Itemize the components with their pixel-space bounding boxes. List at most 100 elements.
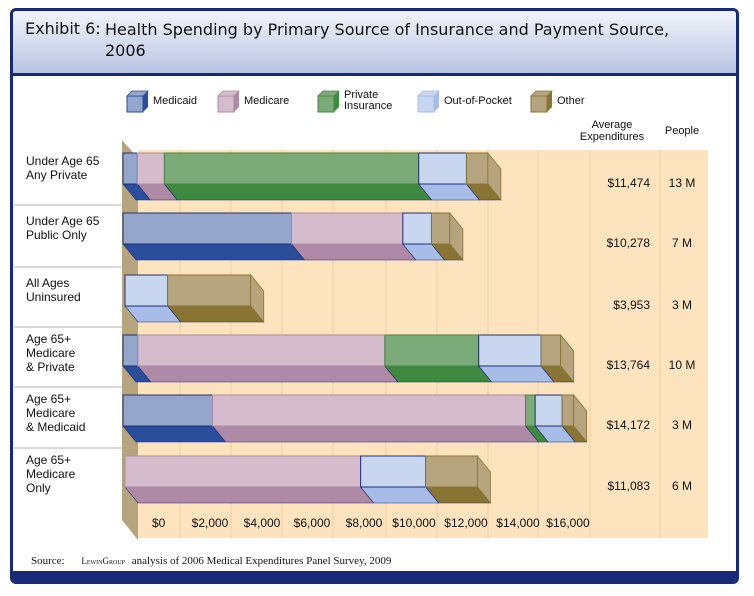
- bar-segment-bottom: [360, 486, 440, 504]
- bar-segment-medicaid: [122, 394, 214, 427]
- bar-segment-bottom: [137, 365, 399, 383]
- legend-swatch-side: [547, 91, 552, 112]
- legend-label: Insurance: [344, 100, 392, 112]
- category-label: All Ages: [26, 276, 69, 290]
- bar-segment-medicaid: [122, 212, 293, 245]
- bar-end-cap: [573, 393, 588, 444]
- bar-segment-medicaid: [122, 334, 139, 367]
- people-value: 3 M: [672, 418, 692, 432]
- x-tick-label: $12,000: [444, 516, 488, 530]
- x-tick-label: $16,000: [546, 516, 590, 530]
- legend-swatch: [417, 95, 435, 113]
- bar-segment-bottom: [211, 425, 540, 443]
- bar-segment-bottom: [163, 183, 433, 201]
- legend-swatch: [126, 95, 144, 113]
- legend-swatch: [530, 95, 548, 113]
- x-tick-label: $10,000: [392, 516, 436, 530]
- x-tick-label: $6,000: [294, 516, 331, 530]
- x-tick-label: $0: [152, 516, 166, 530]
- legend-swatch: [217, 95, 235, 113]
- people-value: 3 M: [672, 298, 692, 312]
- category-label: Medicare: [26, 467, 76, 481]
- people-value: 7 M: [672, 236, 692, 250]
- bar-segment-out-of-pocket: [478, 334, 542, 367]
- source-note: Source: LewinGroup analysis of 2006 Medi…: [31, 555, 391, 567]
- legend-label: Medicare: [244, 95, 289, 107]
- legend-swatch-side: [334, 91, 339, 112]
- x-tick-label: $8,000: [346, 516, 383, 530]
- chart-svg: $0 $2,000 $4,000 $6,000 $8,000 $10,000 $12,000…: [14, 89, 708, 540]
- legend-swatch-side: [434, 91, 439, 112]
- source-text: analysis of 2006 Medical Expenditures Pa…: [131, 555, 392, 567]
- bar-end-cap: [449, 211, 464, 262]
- bar-end-cap: [560, 333, 575, 384]
- x-tick-label: $14,000: [496, 516, 540, 530]
- exhibit-label: Exhibit 6:: [25, 19, 101, 38]
- bar-segment-private-insurance: [384, 334, 480, 367]
- avg-expenditure-value: $11,474: [608, 176, 651, 190]
- chart-title: Health Spending by Primary Source of Ins…: [105, 20, 670, 60]
- bar-segment-medicare: [137, 334, 386, 367]
- bar-segment-out-of-pocket: [360, 455, 427, 488]
- bar-segment-other: [540, 334, 562, 367]
- x-tick-label: $2,000: [192, 516, 229, 530]
- bar-segment-bottom: [384, 365, 493, 383]
- avg-expenditure-value: $3,953: [613, 298, 650, 312]
- avg-expenditure-value: $10,278: [607, 236, 651, 250]
- legend-label: Out-of-Pocket: [444, 95, 512, 107]
- avg-expenditures-header: Average: [592, 119, 633, 131]
- bar-segment-bottom: [122, 243, 306, 261]
- category-label: Under Age 65: [26, 154, 100, 168]
- bar-segment-other: [425, 455, 478, 488]
- bar-segment-bottom: [166, 305, 265, 323]
- plot-floor: [138, 498, 708, 538]
- bar-segment-private-insurance: [525, 394, 536, 427]
- bar-segment-other: [167, 274, 252, 307]
- category-label: Medicare: [26, 406, 76, 420]
- bar-segment-bottom: [122, 425, 227, 443]
- people-value: 6 M: [672, 479, 692, 493]
- category-label: Age 65+: [26, 392, 71, 406]
- people-header: People: [665, 125, 699, 137]
- category-label: Medicare: [26, 346, 76, 360]
- bar-segment-out-of-pocket: [402, 212, 432, 245]
- bar-segment-out-of-pocket: [534, 394, 563, 427]
- bar-segment-other: [561, 394, 575, 427]
- legend-label: Medicaid: [153, 95, 197, 107]
- bar-segment-out-of-pocket: [124, 274, 169, 307]
- bar-segment-medicaid: [122, 152, 138, 185]
- category-label: Only: [26, 481, 51, 495]
- avg-expenditure-value: $11,083: [608, 479, 651, 493]
- people-value: 13 M: [669, 176, 696, 190]
- legend-swatch: [317, 95, 335, 113]
- bar-segment-bottom: [124, 486, 375, 504]
- bar-segment-other: [465, 152, 489, 185]
- category-label: Uninsured: [26, 290, 81, 304]
- avg-expenditures-header: Expenditures: [580, 131, 645, 143]
- bar-segment-medicare: [212, 394, 527, 427]
- bar-segment-medicare: [124, 455, 362, 488]
- avg-expenditure-value: $14,172: [607, 418, 651, 432]
- bar-end-cap: [477, 454, 491, 505]
- bar-segment-medicare: [291, 212, 404, 245]
- category-label: Age 65+: [26, 332, 71, 346]
- lewin-group-logo: LewinGroup: [81, 556, 126, 566]
- x-tick-label: $4,000: [244, 516, 281, 530]
- category-label: Any Private: [26, 168, 88, 182]
- category-label: & Private: [26, 360, 75, 374]
- plot-back-wall: [138, 150, 708, 498]
- category-label: Public Only: [26, 228, 87, 242]
- people-value: 10 M: [669, 358, 696, 372]
- bar-segment-medicare: [136, 152, 165, 185]
- legend-swatch-side: [143, 91, 148, 112]
- category-label: Under Age 65: [26, 214, 100, 228]
- avg-expenditure-value: $13,764: [607, 358, 651, 372]
- source-label: Source:: [31, 555, 65, 567]
- plot-group: $0 $2,000 $4,000 $6,000 $8,000 $10,000 $12,000…: [14, 89, 708, 540]
- category-label: Age 65+: [26, 453, 71, 467]
- bar-end-cap: [487, 151, 502, 202]
- bar-segment-out-of-pocket: [418, 152, 467, 185]
- header: Exhibit 6: Health Spending by Primary So…: [13, 11, 736, 76]
- bottom-bar: [13, 571, 736, 581]
- legend-label: Private: [344, 89, 378, 101]
